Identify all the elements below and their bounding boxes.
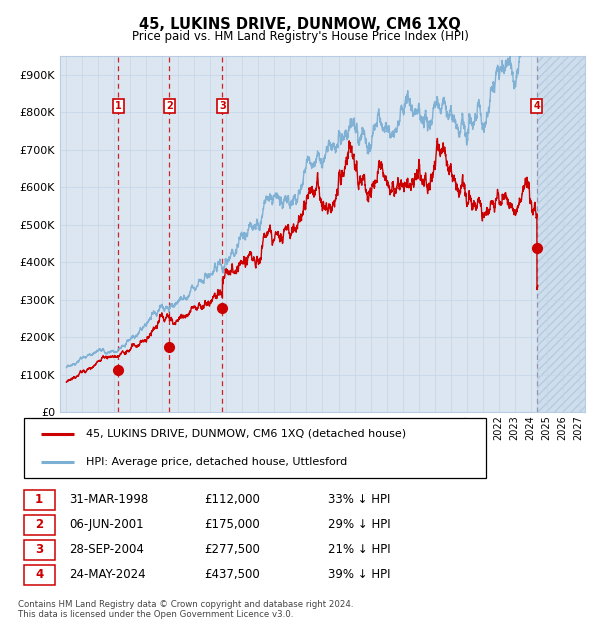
Text: 3: 3 [219,100,226,111]
Text: 45, LUKINS DRIVE, DUNMOW, CM6 1XQ (detached house): 45, LUKINS DRIVE, DUNMOW, CM6 1XQ (detac… [86,428,406,438]
Text: 1: 1 [115,100,122,111]
FancyBboxPatch shape [23,490,55,510]
FancyBboxPatch shape [23,565,55,585]
Text: HPI: Average price, detached house, Uttlesford: HPI: Average price, detached house, Uttl… [86,458,347,467]
Text: 45, LUKINS DRIVE, DUNMOW, CM6 1XQ: 45, LUKINS DRIVE, DUNMOW, CM6 1XQ [139,17,461,32]
Text: 06-JUN-2001: 06-JUN-2001 [69,518,143,531]
Bar [538,56,585,412]
Text: £175,000: £175,000 [204,518,260,531]
Bar [538,56,585,412]
Text: 4: 4 [35,569,43,581]
Text: 33% ↓ HPI: 33% ↓ HPI [328,494,391,507]
Text: 28-SEP-2004: 28-SEP-2004 [69,543,143,556]
Text: 31-MAR-1998: 31-MAR-1998 [69,494,148,507]
Text: 39% ↓ HPI: 39% ↓ HPI [328,569,391,581]
Text: £437,500: £437,500 [204,569,260,581]
FancyBboxPatch shape [23,418,486,478]
Text: 29% ↓ HPI: 29% ↓ HPI [328,518,391,531]
Text: £277,500: £277,500 [204,543,260,556]
Text: 4: 4 [533,100,540,111]
FancyBboxPatch shape [23,515,55,534]
Text: £112,000: £112,000 [204,494,260,507]
Text: 2: 2 [35,518,43,531]
Text: 24-MAY-2024: 24-MAY-2024 [69,569,145,581]
Text: Price paid vs. HM Land Registry's House Price Index (HPI): Price paid vs. HM Land Registry's House … [131,30,469,43]
Text: 2: 2 [166,100,173,111]
Text: 21% ↓ HPI: 21% ↓ HPI [328,543,391,556]
Text: 1: 1 [35,494,43,507]
Text: Contains HM Land Registry data © Crown copyright and database right 2024.
This d: Contains HM Land Registry data © Crown c… [18,600,353,619]
Text: 3: 3 [35,543,43,556]
FancyBboxPatch shape [23,540,55,559]
